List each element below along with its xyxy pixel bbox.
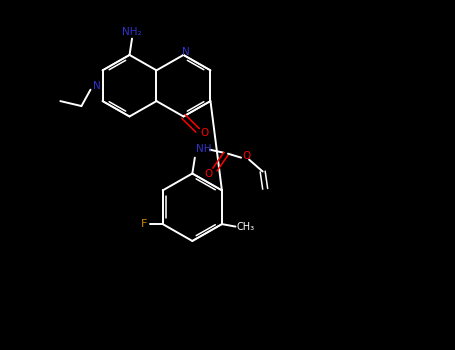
Text: NH₂: NH₂ [122,27,142,37]
Text: CH₃: CH₃ [237,222,255,232]
Text: NH: NH [196,144,212,154]
Text: N: N [182,48,190,57]
Text: O: O [204,168,212,178]
Text: O: O [201,128,209,138]
Text: F: F [141,219,147,229]
Text: O: O [243,150,251,161]
Text: N: N [93,81,101,91]
